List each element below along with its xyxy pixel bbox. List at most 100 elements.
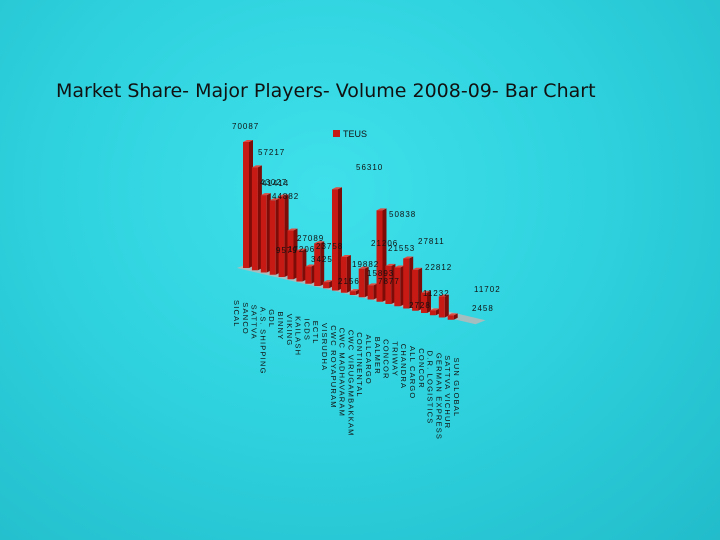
bar-front [323,282,330,289]
bar-front [278,196,285,277]
data-label-24: 2458 [472,304,494,313]
category-label-22: CONCOR [417,348,426,389]
category-label-6: BINNY [276,312,285,341]
data-label-5: 44882 [272,192,299,201]
bar-front [367,285,374,300]
bar-top [305,264,316,267]
bar-top [385,263,396,266]
data-label-20: 22812 [425,263,452,272]
bar-front [412,269,419,311]
category-label-26: SUN GLOBAL [452,358,461,418]
bar-1 [243,140,253,268]
chart-title: Market Share- Major Players- Volume 2008… [56,80,596,102]
bar-top [340,255,351,258]
category-label-8: KAILASH [294,316,303,356]
category-label-3: SATTVA [250,305,259,340]
bar-side [320,241,325,286]
category-label-2: SANCO [241,302,250,335]
bar-4 [269,198,280,275]
bar-top [394,265,405,268]
category-label-18: CONCOR [382,339,391,380]
bar-front [394,267,401,307]
data-label-1: 70087 [232,122,259,131]
data-label-3: 43027 [260,178,287,187]
bar-front [447,315,454,320]
bar-front [438,296,445,318]
bar-12 [340,255,351,293]
bar-top [358,266,369,269]
category-label-1: SICAL [232,300,241,328]
bar-front [340,257,347,293]
category-label-10: ECTL [311,321,320,345]
bar-top [332,187,342,190]
bar-top [269,198,280,201]
bar-side [427,290,431,313]
data-label-10: 3425 [311,255,333,264]
legend: TEUS [333,129,367,139]
bar-front [251,167,258,271]
bar-top [447,313,458,316]
bar-top [429,308,440,311]
bars-layer [243,140,458,320]
bar-front [305,266,312,284]
data-label-18: 21553 [388,244,415,253]
bar-front [269,200,276,275]
data-label-8: 9579 [276,246,298,255]
bar-top [438,294,449,297]
bar-21 [421,290,431,313]
category-label-16: ALLCARGO [364,335,373,385]
bar-24 [447,313,458,320]
category-label-21: ALL CARGO [408,346,417,399]
bar-front [260,195,267,273]
bar-top [243,140,253,142]
data-label-15: 7877 [378,277,400,286]
data-label-9: 23758 [316,242,343,251]
category-label-17: BALMER [373,337,382,375]
category-label-25: SATTVA VICHUR [443,355,452,429]
bar-front [376,210,383,302]
bar-front [349,291,356,295]
data-label-23: 11702 [474,285,501,294]
bar-front [421,292,427,313]
bar-top [349,289,360,292]
bar-top [251,165,262,168]
bar-top [412,267,423,270]
category-label-13: CWC MADHAVARAM [338,328,347,417]
data-label-6: 27089 [297,234,324,243]
data-label-17: 21206 [371,239,398,248]
category-label-15: CONTINENTAL [355,332,364,398]
category-label-24: GERMAN EXPRESS [434,353,443,440]
data-label-16: 50838 [389,210,416,219]
category-label-14: CWC VIRUGAMBAKKAM [346,330,355,437]
category-label-7: VIKING [285,314,294,347]
bar-front [296,250,303,282]
bar-3 [260,193,271,273]
bar-front [403,258,410,309]
bar-8 [305,264,316,284]
bar-front [358,268,365,298]
category-label-9: ICDS [302,318,311,341]
category-label-4: A.S. SHIPPING [258,307,267,375]
data-label-12: 19882 [352,260,379,269]
bar-side [346,255,351,293]
bar-side [444,294,449,318]
data-label-22: 2728 [409,301,431,310]
bar-front [314,243,321,286]
data-label-14: 15893 [367,269,394,278]
data-label-13: 2156 [338,277,360,286]
bar-top [287,228,298,231]
data-label-11: 56310 [356,163,383,172]
bar-5 [278,194,289,277]
bar-9 [314,241,325,286]
category-label-23: D.R. LOGISTICS [426,351,435,425]
bar-top [278,194,289,197]
category-label-19: TRIWAY [390,341,399,377]
bar-front [385,265,392,304]
data-label-19: 27811 [418,237,445,246]
bar-top [260,193,271,196]
bar-16 [376,208,387,302]
bar-top [367,283,378,286]
data-label-7: 17206 [288,245,315,254]
data-label-21: 11232 [423,289,450,298]
